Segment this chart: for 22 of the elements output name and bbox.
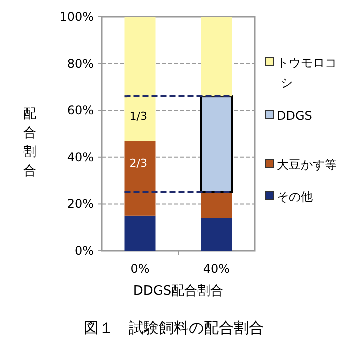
legend-label: DDGS (277, 109, 312, 123)
bar (124, 216, 156, 251)
y-tick-label: 100% (60, 10, 94, 24)
bar (200, 96, 234, 194)
bar (124, 17, 156, 142)
bar (201, 218, 232, 251)
y-tick-label: 80% (67, 56, 94, 71)
text: 図１ 試験飼料の配合割合 (84, 319, 264, 337)
annotation: 2/3 (130, 157, 148, 170)
y-tick-label: 0% (74, 244, 94, 258)
bar (201, 192, 232, 218)
x-axis-title: DDGS配合割合 (133, 284, 224, 299)
legend-label: トウモロコシ (277, 56, 337, 90)
annotation: 1/3 (130, 110, 148, 123)
y-tick-label: 60% (67, 104, 94, 118)
legend-label: その他 (277, 190, 313, 204)
legend-label: 大豆かす等 (277, 158, 337, 172)
y-tick-label: 20% (67, 197, 94, 212)
y-axis-title: 配合割合 (24, 107, 36, 179)
bar (124, 141, 156, 216)
bar (201, 17, 232, 97)
y-tick-label: 40% (67, 150, 94, 164)
